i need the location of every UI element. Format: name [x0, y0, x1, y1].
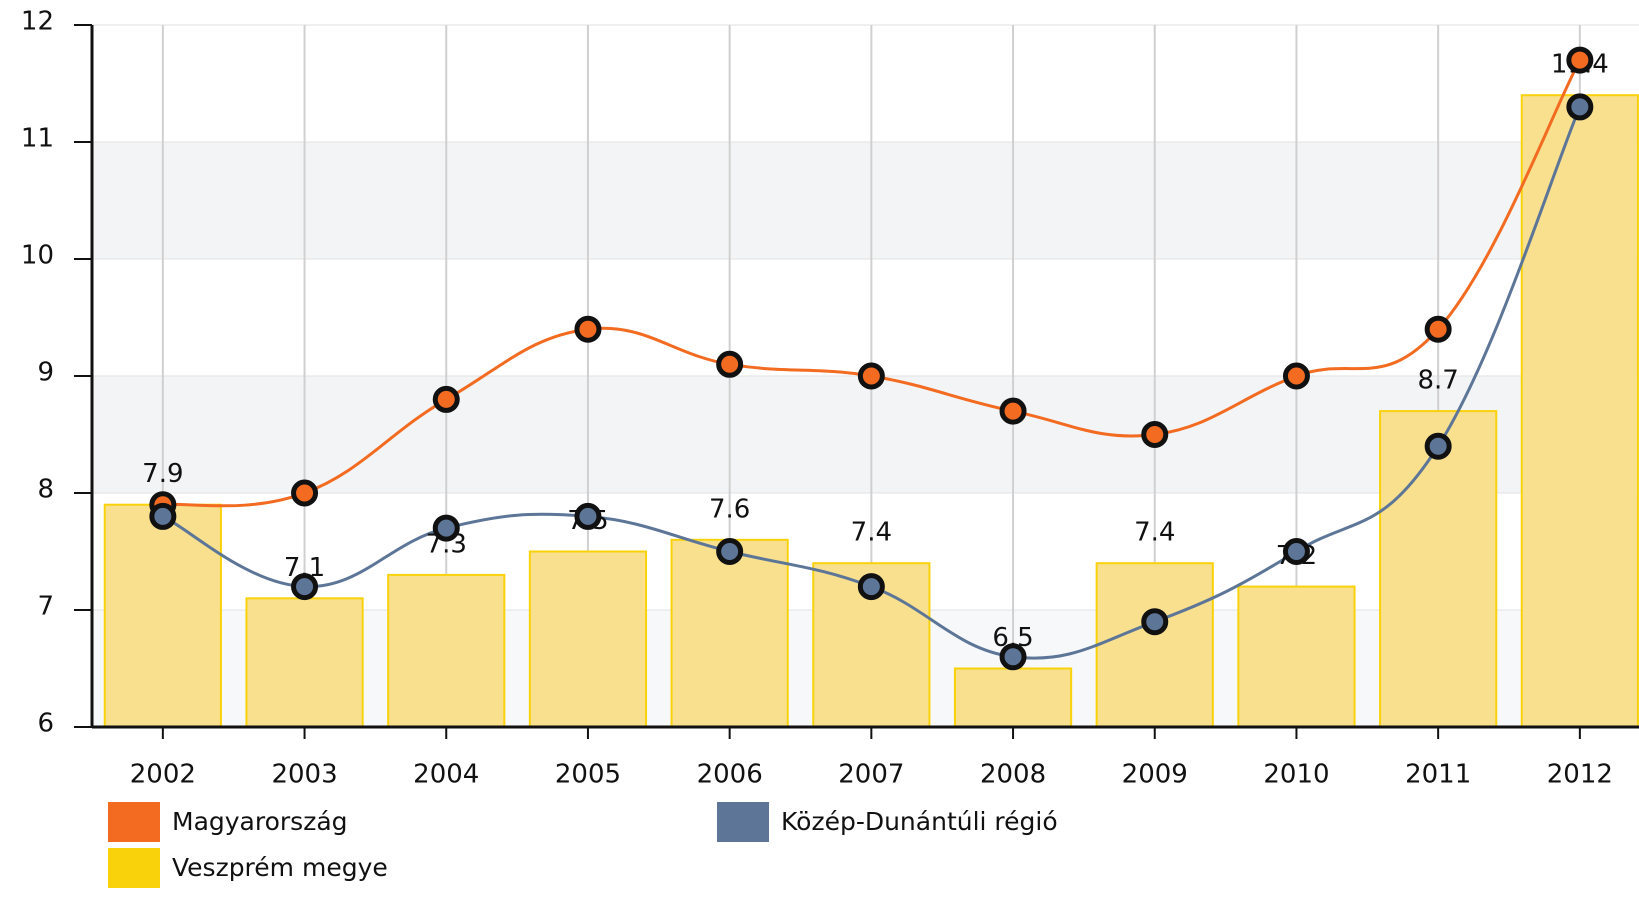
marker	[1141, 608, 1169, 636]
y-tick-label: 12	[21, 7, 54, 37]
x-tick-label: 2003	[271, 760, 337, 790]
marker	[999, 397, 1027, 425]
data-label: 8.7	[1417, 366, 1458, 396]
x-tick-label: 2006	[697, 760, 763, 790]
bar	[953, 667, 1073, 728]
marker	[999, 643, 1027, 671]
legend-label: Magyarország	[172, 807, 348, 836]
x-tick-label: 2002	[130, 760, 196, 790]
bar	[387, 573, 506, 729]
marker	[1282, 538, 1310, 565]
y-tick-label: 7	[37, 592, 54, 622]
marker	[432, 385, 460, 413]
legend-swatch	[108, 848, 160, 888]
bar	[1095, 562, 1214, 729]
data-label: 7.9	[142, 459, 183, 489]
marker	[291, 573, 319, 601]
marker	[1141, 421, 1169, 448]
bar	[245, 597, 364, 728]
bar	[103, 503, 222, 729]
marker	[574, 315, 602, 343]
marker	[574, 502, 602, 530]
marker	[1566, 93, 1594, 121]
legend-label: Közép-Dunántúli régió	[781, 807, 1058, 836]
bar	[528, 550, 648, 728]
marker	[432, 514, 460, 542]
marker	[1424, 432, 1452, 460]
legend-swatch	[108, 802, 160, 842]
y-tick-label: 9	[37, 358, 54, 388]
x-tick-label: 2009	[1122, 760, 1188, 790]
bar	[1237, 585, 1356, 728]
bar	[1520, 94, 1639, 728]
data-label: 7.4	[851, 518, 892, 548]
line	[162, 106, 1582, 660]
line	[162, 59, 1582, 508]
plot-area: 67891011127.97.17.37.57.67.46.57.47.28.7…	[21, 7, 1639, 739]
marker	[149, 502, 177, 530]
bar	[1379, 410, 1498, 728]
y-tick-label: 10	[21, 241, 54, 271]
legend-swatch	[717, 802, 769, 842]
marker	[857, 573, 885, 601]
x-tick-label: 2011	[1405, 760, 1471, 790]
marker	[1282, 362, 1310, 390]
x-tick-label: 2010	[1263, 760, 1329, 790]
x-tick-label: 2012	[1547, 760, 1613, 790]
data-label: 7.6	[709, 494, 750, 524]
bar	[670, 538, 789, 728]
y-tick-label: 8	[37, 475, 54, 505]
marker	[1566, 46, 1594, 74]
x-tick-label: 2007	[838, 760, 904, 790]
x-tick-label: 2005	[555, 760, 621, 790]
grid-band	[92, 142, 1639, 259]
x-tick-label: 2008	[980, 760, 1046, 790]
legend-label: Veszprém megye	[172, 853, 388, 882]
marker	[291, 479, 319, 507]
y-tick-label: 6	[37, 709, 54, 739]
marker	[716, 350, 744, 378]
marker	[857, 362, 885, 390]
data-label: 7.4	[1134, 518, 1175, 548]
y-tick-label: 11	[21, 124, 54, 154]
marker	[716, 538, 744, 565]
marker	[1424, 315, 1452, 343]
x-tick-label: 2004	[413, 760, 479, 790]
